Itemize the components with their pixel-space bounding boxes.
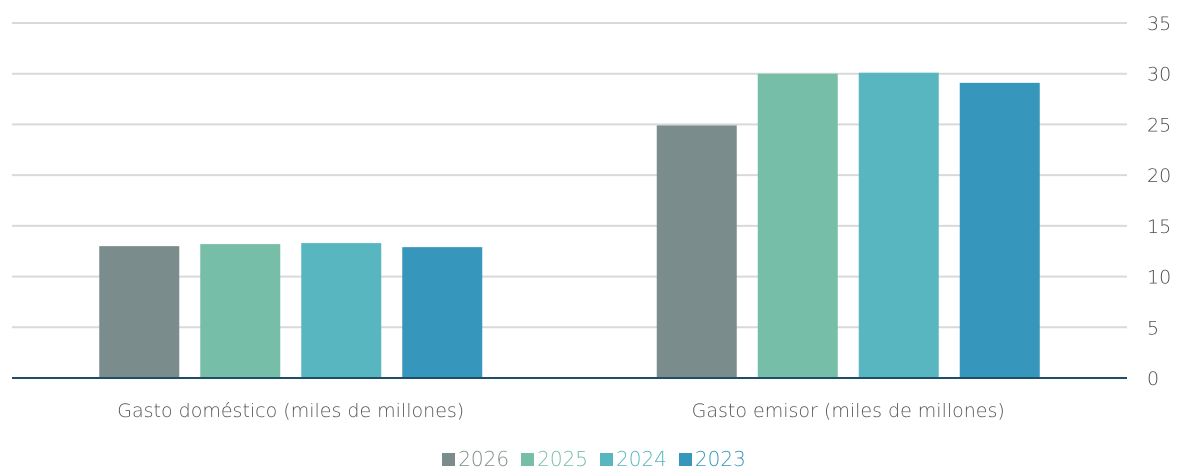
- legend-swatch: [442, 453, 456, 466]
- legend-label: 2025: [537, 447, 588, 471]
- legend-label: 2023: [694, 447, 746, 471]
- legend-item-2023: 2023: [678, 447, 746, 471]
- bar-2025-domestico: [200, 244, 281, 378]
- legend-label: 2024: [616, 447, 667, 471]
- category-label: Gasto doméstico (miles de millones): [117, 400, 464, 422]
- gridlines: [12, 22, 1127, 329]
- legend-swatch: [678, 453, 692, 466]
- bar-2025-emisor: [757, 73, 838, 378]
- bar-2026-emisor: [656, 125, 737, 378]
- legend-label: 2026: [458, 447, 510, 471]
- category-label: Gasto emisor (miles de millones): [692, 400, 1005, 422]
- y-tick-label: 35: [1147, 13, 1171, 35]
- bar-2024-emisor: [858, 72, 939, 378]
- bars: [99, 72, 1040, 378]
- y-axis-ticks: 0 5 10 15 20 25 30 35: [1147, 13, 1171, 390]
- y-tick-label: 10: [1147, 267, 1171, 289]
- y-tick-label: 25: [1147, 114, 1171, 136]
- legend-swatch: [600, 453, 613, 466]
- legend-swatch: [521, 453, 535, 466]
- y-tick-label: 20: [1147, 165, 1171, 187]
- legend: 2026 2025 2024 2023: [0, 447, 1188, 471]
- y-tick-label: 5: [1147, 317, 1159, 339]
- y-tick-label: 30: [1147, 64, 1171, 86]
- bar-2023-emisor: [959, 82, 1040, 378]
- bar-2026-domestico: [99, 246, 180, 378]
- legend-item-2026: 2026: [442, 447, 509, 471]
- bar-2024-domestico: [301, 243, 382, 378]
- bar-2023-domestico: [402, 247, 483, 378]
- y-tick-label: 0: [1147, 368, 1159, 390]
- y-tick-label: 15: [1147, 216, 1171, 238]
- x-axis-categories: Gasto doméstico (miles de millones) Gasto…: [117, 400, 1005, 422]
- legend-item-2025: 2025: [521, 447, 588, 471]
- legend-item-2024: 2024: [600, 447, 667, 471]
